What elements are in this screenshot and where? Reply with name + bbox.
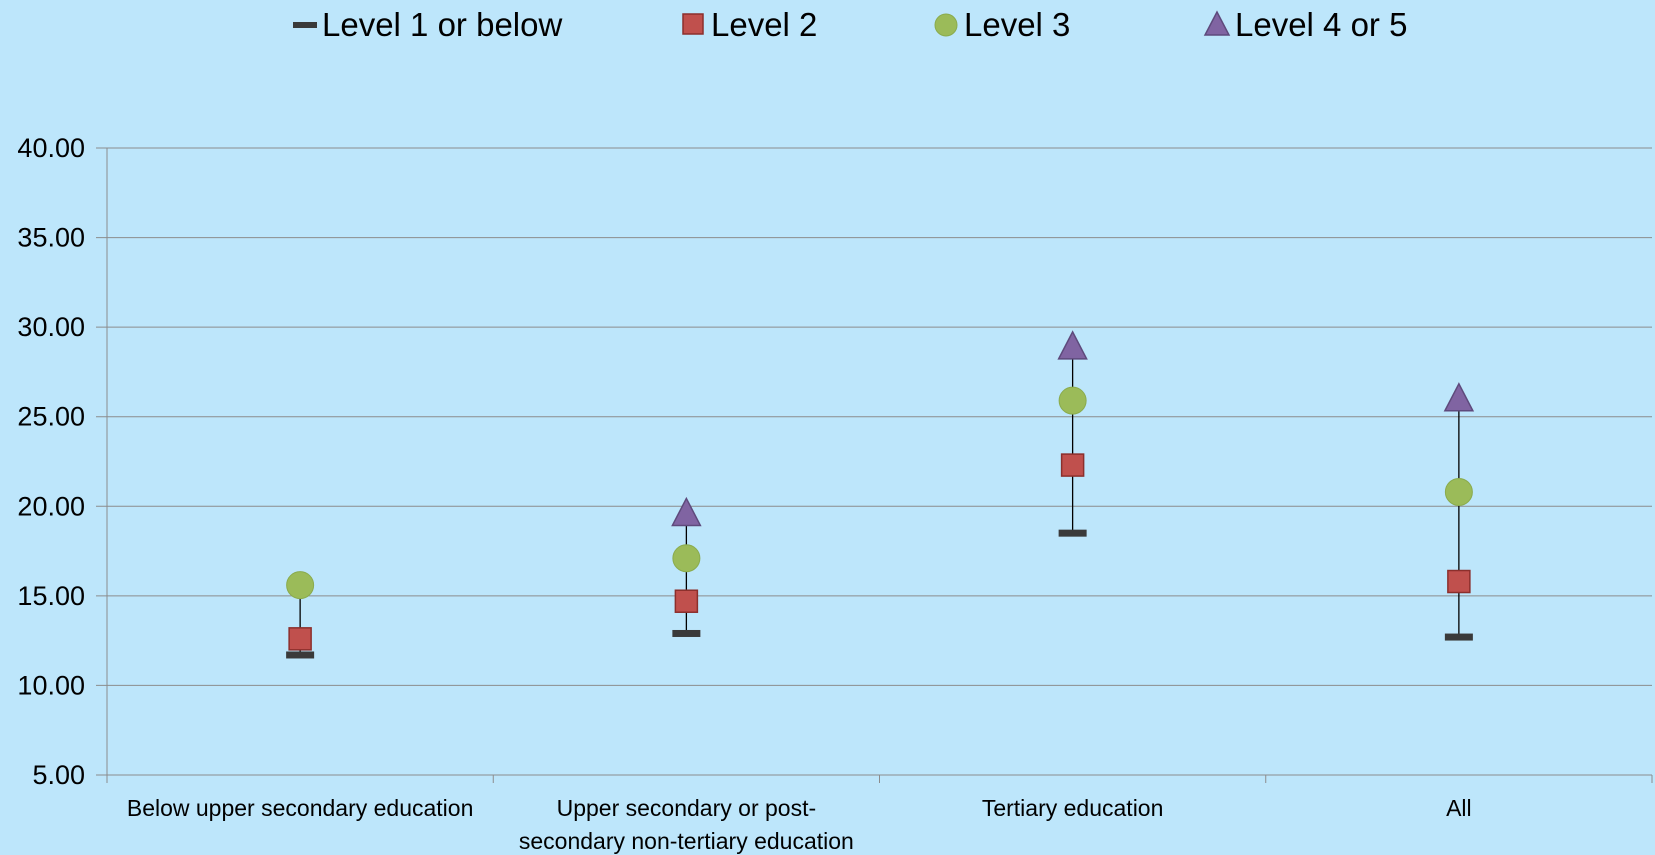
y-tick-label: 10.00 [17,670,85,700]
data-point [672,629,701,637]
data-point [671,496,702,527]
data-point [674,589,699,613]
legend-label: Level 2 [711,6,817,43]
legend-marker [293,22,317,28]
y-tick-label: 35.00 [17,223,85,253]
x-tick-label: Below upper secondary education [127,795,474,821]
data-point [286,571,315,600]
x-tick-label: secondary non-tertiary education [519,828,854,854]
data-point [1444,633,1473,641]
y-tick-label: 30.00 [17,312,85,342]
data-point [1447,569,1471,594]
legend-label: Level 4 or 5 [1235,6,1407,43]
data-point [672,544,701,573]
data-point [1060,453,1085,477]
legend-marker [1203,10,1231,36]
y-tick-label: 15.00 [17,581,85,611]
legend-marker [934,13,958,37]
data-point [286,651,315,659]
data-point [1443,382,1475,412]
y-tick-label: 25.00 [17,402,85,432]
x-tick-label: All [1446,795,1472,821]
x-tick-label: Upper secondary or post- [557,795,817,821]
legend-label: Level 3 [964,6,1070,43]
data-point [1057,330,1088,360]
y-tick-label: 20.00 [17,491,85,521]
y-tick-label: 40.00 [17,133,85,163]
y-tick-label: 5.00 [32,760,85,790]
data-point [1058,529,1087,537]
data-point [288,627,312,651]
legend-marker [682,13,704,35]
data-point [1444,477,1473,506]
legend-label: Level 1 or below [322,6,562,43]
x-tick-label: Tertiary education [982,795,1164,821]
data-point [1058,386,1087,415]
